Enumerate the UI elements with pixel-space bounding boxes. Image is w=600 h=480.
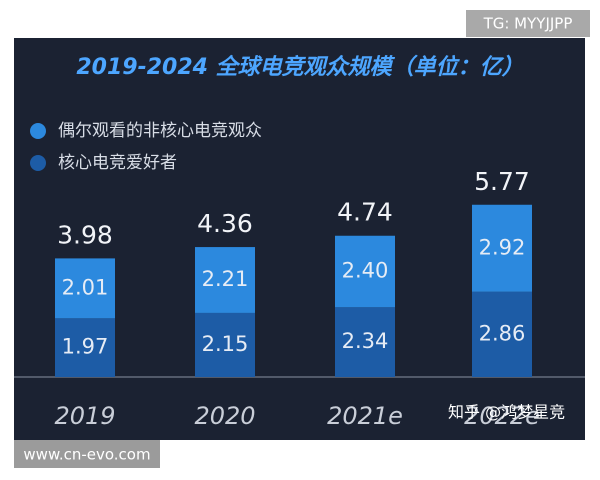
legend-marker [30, 123, 46, 139]
x-tick-label: 2019 [54, 402, 115, 430]
value-label: 2.34 [342, 329, 389, 353]
legend-label: 偶尔观看的非核心电竞观众 [58, 121, 262, 141]
bar-segment [335, 307, 395, 377]
value-label: 2.15 [202, 332, 249, 356]
bar-segment [195, 247, 255, 313]
x-tick-label: 2020 [194, 402, 255, 430]
bar-segment [195, 312, 255, 377]
watermark-box [466, 10, 590, 37]
total-label: 3.98 [57, 220, 113, 249]
bar-segment [55, 318, 115, 377]
value-label: 2.92 [479, 235, 526, 259]
legend-label: 核心电竞爱好者 [58, 153, 177, 173]
watermark: www.cn-evo.com [23, 446, 150, 464]
value-label: 2.21 [202, 267, 249, 291]
chart-title: 2019-2024 全球电竞观众规模（单位：亿） [76, 54, 523, 80]
bar-segment [472, 204, 532, 292]
value-label: 1.97 [62, 335, 109, 359]
watermark: 知乎 @鸿梦星竞 [448, 403, 565, 422]
total-label: 5.77 [474, 167, 530, 196]
value-label: 2.01 [62, 275, 109, 299]
value-label: 2.86 [479, 321, 526, 345]
watermark-box [14, 440, 160, 468]
legend-marker [30, 155, 46, 171]
x-tick-label: 2021e [327, 402, 403, 430]
watermark: TG: MYYJJPP [483, 15, 573, 33]
value-label: 2.40 [342, 259, 389, 283]
total-label: 4.36 [197, 209, 253, 238]
total-label: 4.74 [337, 198, 393, 227]
x-tick-label: 2022e [464, 402, 540, 430]
bar-segment [335, 235, 395, 308]
bar-segment [472, 291, 532, 377]
bar-segment [55, 258, 115, 319]
